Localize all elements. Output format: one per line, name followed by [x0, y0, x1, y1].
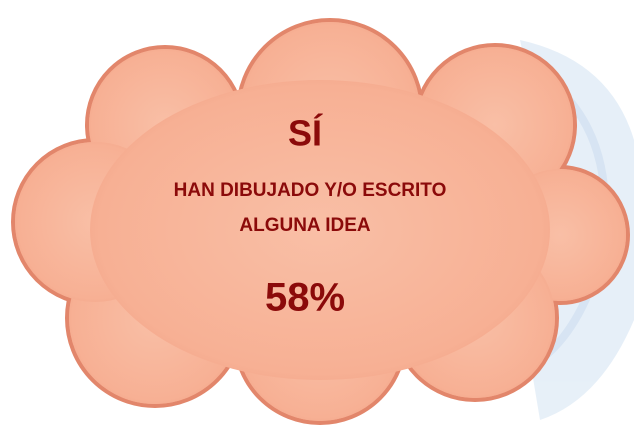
heading: SÍ	[288, 113, 323, 154]
percent: 58%	[265, 276, 345, 320]
text-line: ALGUNA IDEA	[239, 215, 371, 236]
text-line: HAN DIBUJADO Y/O ESCRITO	[174, 180, 447, 201]
cloud	[11, 18, 630, 425]
